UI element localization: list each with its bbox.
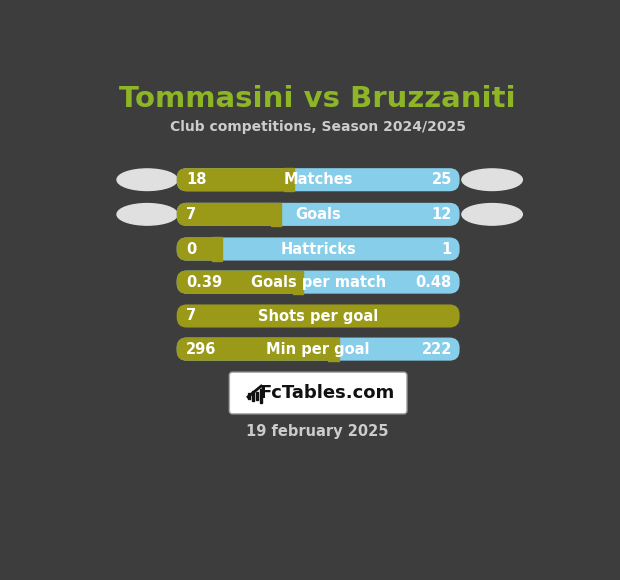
Text: FcTables.com: FcTables.com xyxy=(260,384,395,402)
Ellipse shape xyxy=(117,204,177,225)
Text: Matches: Matches xyxy=(283,172,353,187)
FancyBboxPatch shape xyxy=(177,168,459,191)
Text: Shots per goal: Shots per goal xyxy=(258,309,378,324)
Bar xyxy=(248,393,250,399)
Text: Club competitions, Season 2024/2025: Club competitions, Season 2024/2025 xyxy=(170,121,466,135)
Text: Min per goal: Min per goal xyxy=(267,342,370,357)
Bar xyxy=(271,203,281,226)
FancyBboxPatch shape xyxy=(177,237,459,260)
Text: 7: 7 xyxy=(186,309,196,324)
Text: 7: 7 xyxy=(186,207,196,222)
FancyBboxPatch shape xyxy=(177,338,339,361)
Text: 0: 0 xyxy=(186,241,197,256)
Bar xyxy=(255,392,258,400)
Text: 1: 1 xyxy=(441,241,452,256)
Ellipse shape xyxy=(462,204,522,225)
Bar xyxy=(212,237,222,260)
Text: 25: 25 xyxy=(432,172,452,187)
Ellipse shape xyxy=(462,169,522,190)
Text: Goals: Goals xyxy=(295,207,341,222)
Text: 19 february 2025: 19 february 2025 xyxy=(247,424,389,439)
FancyBboxPatch shape xyxy=(177,304,459,328)
Text: 12: 12 xyxy=(432,207,452,222)
FancyBboxPatch shape xyxy=(177,203,459,226)
Bar xyxy=(329,338,339,361)
FancyBboxPatch shape xyxy=(177,270,459,293)
FancyBboxPatch shape xyxy=(177,237,222,260)
FancyBboxPatch shape xyxy=(177,270,303,293)
FancyBboxPatch shape xyxy=(177,338,459,361)
Text: 0.48: 0.48 xyxy=(415,274,452,289)
Text: Tommasini vs Bruzzaniti: Tommasini vs Bruzzaniti xyxy=(120,85,516,113)
Text: Goals per match: Goals per match xyxy=(250,274,386,289)
Text: Hattricks: Hattricks xyxy=(280,241,356,256)
Text: 18: 18 xyxy=(186,172,206,187)
Bar xyxy=(284,168,294,191)
Ellipse shape xyxy=(117,169,177,190)
FancyBboxPatch shape xyxy=(177,168,294,191)
FancyBboxPatch shape xyxy=(177,203,281,226)
Bar xyxy=(260,389,262,403)
Bar xyxy=(252,391,254,401)
Bar xyxy=(293,270,303,293)
Text: 296: 296 xyxy=(186,342,216,357)
Text: 0.39: 0.39 xyxy=(186,274,222,289)
FancyBboxPatch shape xyxy=(229,372,407,414)
Text: 222: 222 xyxy=(422,342,452,357)
